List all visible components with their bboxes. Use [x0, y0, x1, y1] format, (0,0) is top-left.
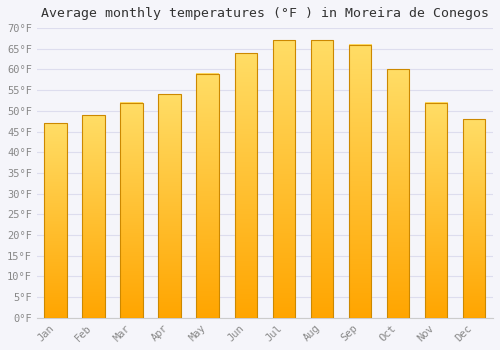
Bar — [120, 103, 144, 318]
Bar — [234, 53, 258, 318]
Bar — [386, 69, 409, 318]
Bar — [348, 44, 372, 318]
Bar — [310, 41, 334, 318]
Bar — [424, 103, 448, 318]
Bar — [158, 94, 182, 318]
Title: Average monthly temperatures (°F ) in Moreira de Conegos: Average monthly temperatures (°F ) in Mo… — [41, 7, 489, 20]
Bar — [462, 119, 485, 318]
Bar — [44, 123, 67, 318]
Bar — [82, 115, 105, 318]
Bar — [272, 41, 295, 318]
Bar — [196, 74, 220, 318]
